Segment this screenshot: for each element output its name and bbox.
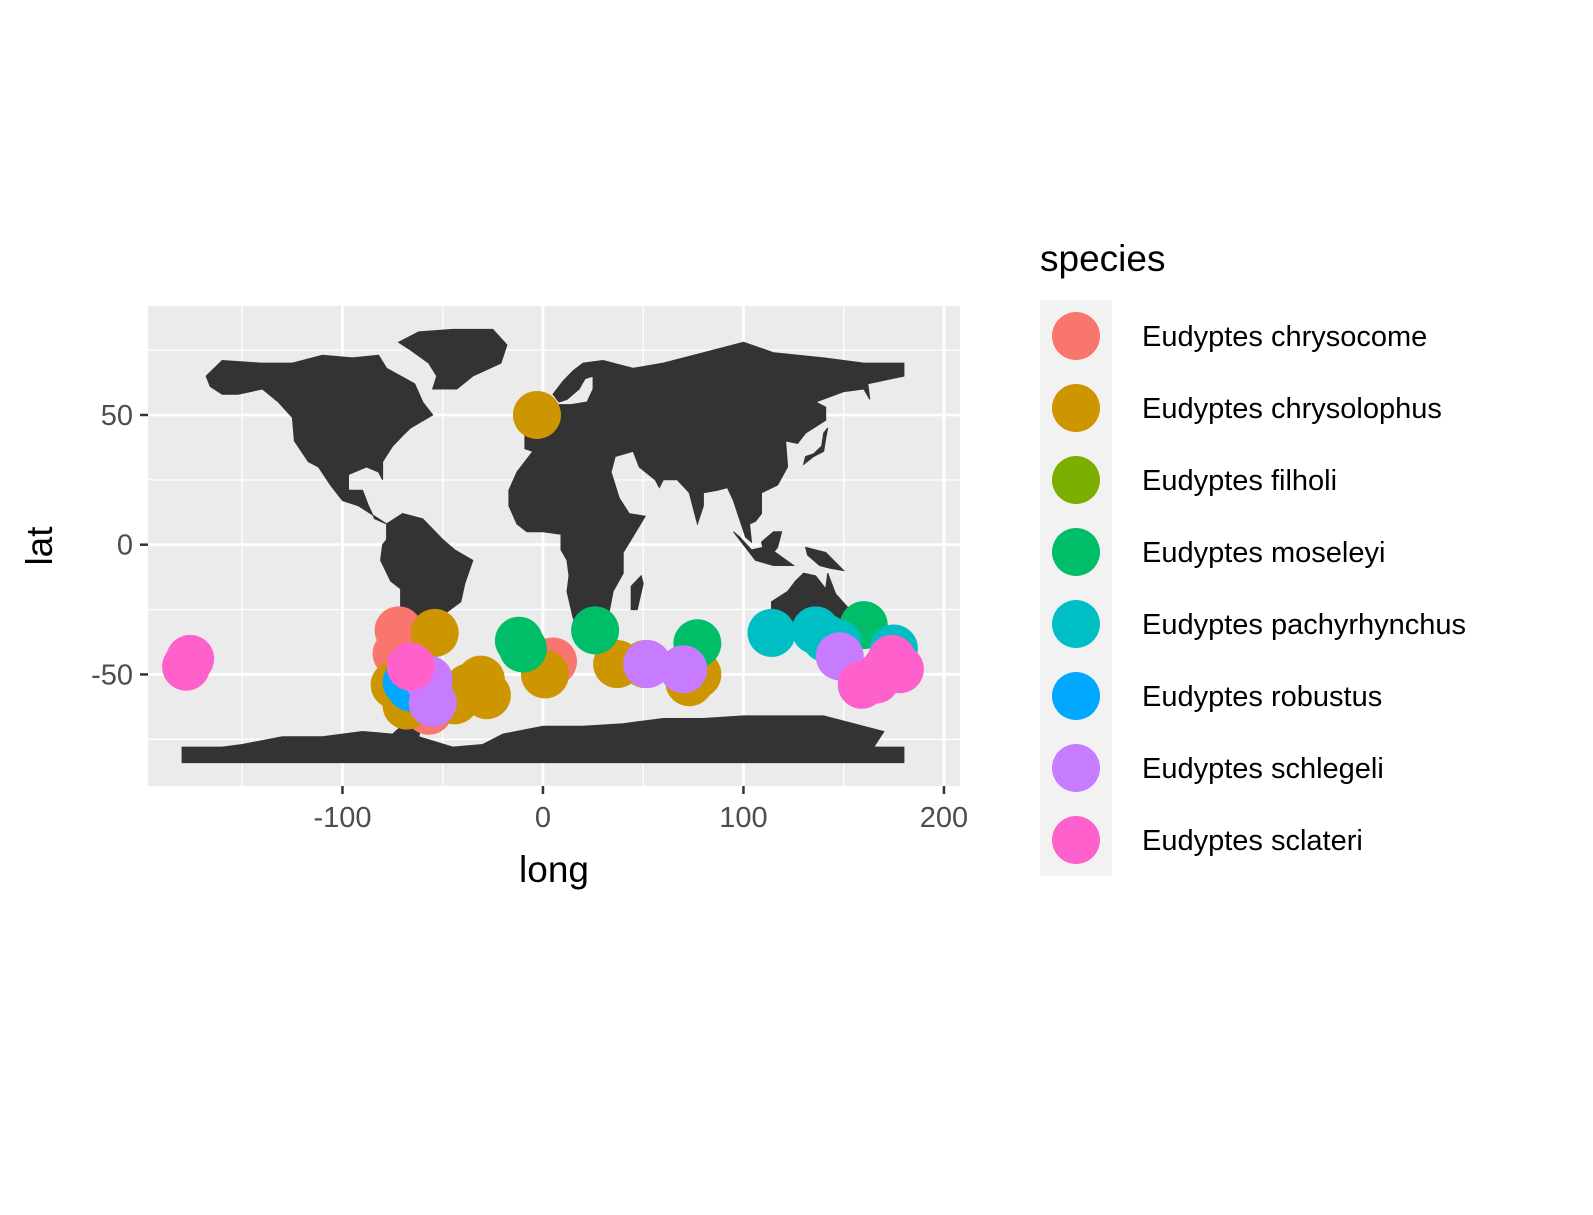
- legend-key: [1052, 816, 1100, 864]
- data-point: [462, 671, 511, 720]
- data-point: [571, 606, 620, 655]
- data-point: [408, 678, 457, 727]
- legend-key: [1052, 456, 1100, 504]
- data-point: [875, 645, 924, 694]
- legend-label: Eudyptes sclateri: [1142, 825, 1363, 857]
- land-antarctica: [181, 707, 905, 764]
- legend-item: Eudyptes schlegeli: [1052, 744, 1384, 792]
- legend-key: [1052, 312, 1100, 360]
- land-japan: [802, 427, 829, 466]
- x-tick-label: 200: [920, 802, 968, 834]
- data-point: [498, 624, 547, 673]
- legend-key: [1052, 528, 1100, 576]
- x-tick-label: 0: [535, 802, 551, 834]
- y-axis: -50 0 50: [91, 400, 148, 691]
- legend-item: Eudyptes pachyrhynchus: [1052, 600, 1466, 648]
- legend-key: [1052, 600, 1100, 648]
- data-point: [623, 640, 672, 689]
- legend-label: Eudyptes pachyrhynchus: [1142, 609, 1466, 641]
- land-madagascar: [630, 574, 644, 611]
- land-greenland: [397, 328, 508, 390]
- data-point: [410, 608, 459, 657]
- land-new-guinea: [804, 546, 846, 572]
- x-axis-title: long: [519, 849, 589, 890]
- legend-item: Eudyptes chrysolophus: [1052, 384, 1442, 432]
- legend-label: Eudyptes moseleyi: [1142, 537, 1385, 569]
- land-borneo: [760, 531, 783, 556]
- y-tick-label: -50: [91, 659, 133, 691]
- data-point: [386, 642, 435, 691]
- legend-key: [1052, 744, 1100, 792]
- data-points: [162, 390, 924, 735]
- legend-label: Eudyptes schlegeli: [1142, 753, 1384, 785]
- legend-item: Eudyptes sclateri: [1052, 816, 1363, 864]
- legend-label: Eudyptes filholi: [1142, 465, 1337, 497]
- legend-label: Eudyptes robustus: [1142, 681, 1382, 713]
- data-point: [747, 608, 796, 657]
- legend-item: Eudyptes moseleyi: [1052, 528, 1385, 576]
- x-axis: -100 0 100 200: [313, 786, 968, 834]
- data-point: [166, 634, 215, 683]
- legend-key: [1052, 384, 1100, 432]
- legend-item: Eudyptes chrysocome: [1052, 312, 1427, 360]
- y-axis-title: lat: [19, 526, 60, 566]
- legend-label: Eudyptes chrysolophus: [1142, 393, 1442, 425]
- legend: species Eudyptes chrysocome Eudyptes chry…: [1040, 238, 1466, 876]
- legend-key: [1052, 672, 1100, 720]
- legend-item: Eudyptes filholi: [1052, 456, 1337, 504]
- legend-item: Eudyptes robustus: [1052, 672, 1382, 720]
- land-north-america: [205, 354, 434, 525]
- data-point: [659, 645, 708, 694]
- legend-title: species: [1040, 238, 1165, 279]
- legend-label: Eudyptes chrysocome: [1142, 321, 1427, 353]
- y-tick-label: 50: [101, 400, 133, 432]
- data-point: [512, 390, 561, 439]
- x-tick-label: 100: [719, 802, 767, 834]
- y-tick-label: 0: [117, 530, 133, 562]
- x-tick-label: -100: [313, 802, 371, 834]
